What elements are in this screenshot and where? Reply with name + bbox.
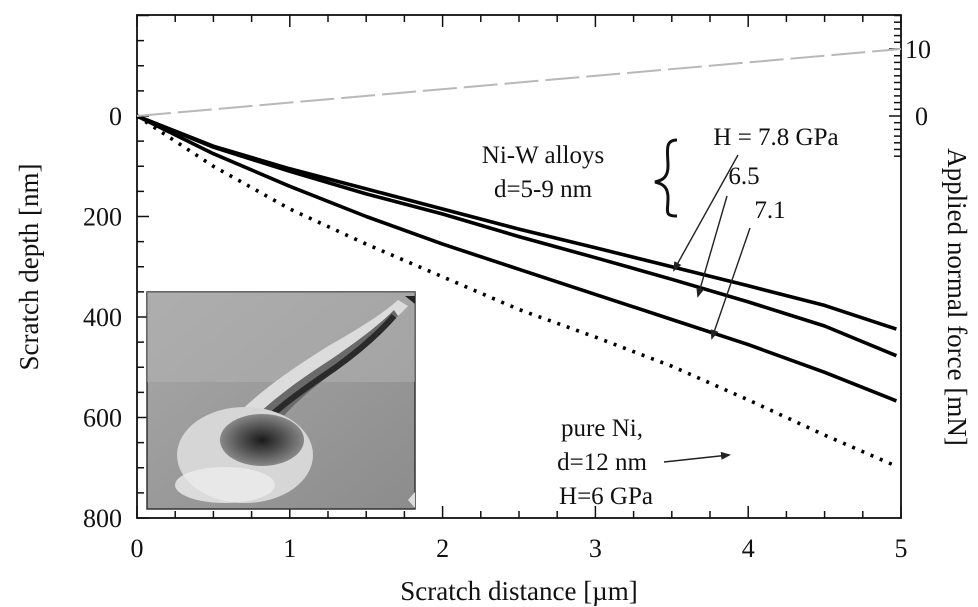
series-line-2 — [136, 114, 898, 403]
annotation-arrows — [663, 154, 751, 463]
y2-axis-title: Applied normal force [mN] — [942, 148, 972, 446]
y2-tick-labels: 0 10 — [905, 35, 931, 131]
y-tick-label: 800 — [83, 504, 122, 533]
h-label-7-1: 7.1 — [754, 197, 785, 224]
y2-tick-label: 0 — [915, 102, 928, 131]
y-tick-label: 600 — [83, 404, 122, 433]
y-axis-title: Scratch depth [nm] — [14, 164, 44, 371]
ni-label-line3: H=6 GPa — [559, 483, 653, 510]
x-tick-labels: 0 1 2 3 4 5 — [131, 534, 908, 563]
series-line-4 — [136, 48, 902, 117]
series-layer — [136, 48, 902, 468]
arrow-7-1 — [710, 227, 751, 340]
afm-inset-image — [146, 291, 416, 510]
arrow-pure-ni — [663, 451, 731, 463]
x-tick-label: 2 — [436, 534, 449, 563]
y-tick-label: 200 — [83, 203, 122, 232]
x-tick-label: 0 — [131, 534, 144, 563]
group-label-line1: Ni-W alloys — [482, 142, 604, 169]
pure-ni-annotation: pure Ni, d=12 nm H=6 GPa — [557, 415, 653, 510]
arrow-6-5 — [696, 195, 728, 298]
series-line-0 — [136, 114, 897, 331]
group-label-line2: d=5-9 nm — [494, 176, 593, 203]
arrow-7-8 — [673, 154, 739, 272]
ni-label-line2: d=12 nm — [557, 449, 647, 476]
y2-tick-label: 10 — [905, 35, 931, 64]
h-label-7-8: H = 7.8 GPa — [713, 124, 838, 151]
y-tick-label: 0 — [109, 102, 122, 131]
ni-w-group-annotation: Ni-W alloys d=5-9 nm — [482, 138, 678, 218]
x-tick-label: 4 — [742, 534, 755, 563]
y-tick-label: 400 — [83, 303, 122, 332]
x-axis-title: Scratch distance [µm] — [400, 576, 637, 606]
y-tick-labels: 0 200 400 600 800 — [83, 102, 122, 533]
ni-label-line1: pure Ni, — [561, 415, 643, 442]
h-label-6-5: 6.5 — [728, 163, 759, 190]
x-tick-label: 5 — [895, 534, 908, 563]
x-tick-label: 3 — [589, 534, 602, 563]
curly-brace — [654, 138, 678, 218]
x-tick-label: 1 — [283, 534, 296, 563]
series-line-1 — [136, 114, 898, 358]
